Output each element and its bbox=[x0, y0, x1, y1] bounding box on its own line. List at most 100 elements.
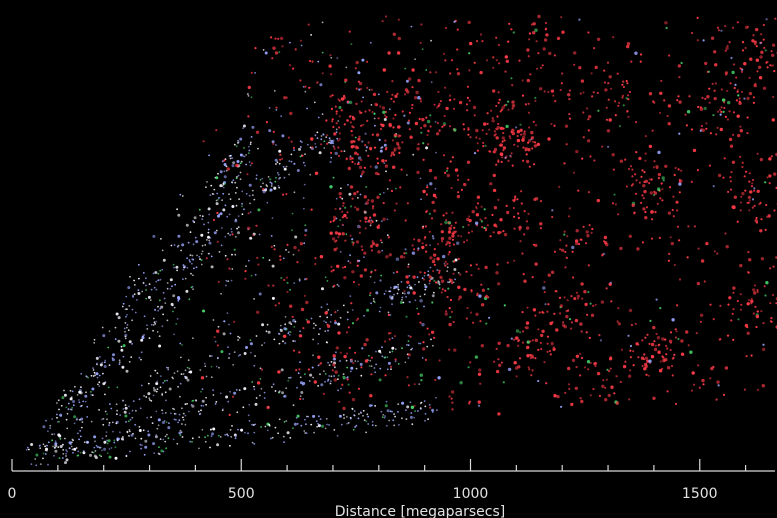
galaxy-point bbox=[159, 375, 162, 377]
galaxy-point bbox=[410, 412, 413, 414]
galaxy-point bbox=[687, 225, 690, 228]
galaxy-point bbox=[302, 398, 305, 400]
galaxy-point bbox=[560, 405, 563, 408]
galaxy-point bbox=[227, 280, 230, 283]
galaxy-point bbox=[483, 208, 486, 211]
galaxy-point bbox=[157, 272, 160, 275]
galaxy-point bbox=[335, 346, 339, 350]
galaxy-point bbox=[245, 163, 248, 166]
galaxy-point bbox=[503, 104, 506, 107]
galaxy-point bbox=[161, 412, 164, 415]
galaxy-point bbox=[564, 250, 567, 254]
galaxy-point bbox=[720, 110, 723, 113]
galaxy-point bbox=[749, 190, 753, 194]
galaxy-point bbox=[341, 197, 344, 200]
galaxy-point bbox=[430, 39, 432, 42]
galaxy-point bbox=[609, 281, 612, 284]
galaxy-point bbox=[453, 98, 456, 101]
galaxy-point bbox=[250, 71, 253, 74]
galaxy-point bbox=[310, 137, 314, 141]
galaxy-point bbox=[370, 302, 372, 305]
galaxy-point bbox=[183, 266, 186, 269]
galaxy-point bbox=[205, 375, 208, 378]
galaxy-point bbox=[617, 104, 620, 107]
galaxy-point bbox=[329, 95, 332, 98]
galaxy-point bbox=[401, 296, 404, 299]
galaxy-point bbox=[114, 338, 117, 340]
galaxy-point bbox=[265, 184, 268, 187]
galaxy-point bbox=[273, 248, 276, 251]
galaxy-point bbox=[420, 23, 423, 26]
galaxy-point bbox=[582, 225, 585, 228]
galaxy-point bbox=[346, 366, 349, 369]
galaxy-point bbox=[310, 423, 313, 426]
galaxy-point bbox=[201, 250, 204, 253]
galaxy-point bbox=[507, 108, 510, 111]
galaxy-point bbox=[99, 356, 101, 358]
galaxy-point bbox=[165, 421, 168, 424]
galaxy-point bbox=[423, 237, 426, 240]
galaxy-point bbox=[411, 107, 414, 110]
galaxy-point bbox=[143, 315, 146, 318]
galaxy-point bbox=[430, 330, 435, 334]
galaxy-point bbox=[70, 396, 73, 399]
galaxy-point bbox=[580, 79, 585, 83]
galaxy-point bbox=[527, 111, 531, 114]
galaxy-point bbox=[530, 23, 534, 26]
galaxy-point bbox=[350, 302, 353, 305]
galaxy-point bbox=[77, 432, 79, 435]
galaxy-point bbox=[334, 311, 337, 314]
galaxy-point bbox=[498, 98, 501, 101]
galaxy-point bbox=[351, 238, 354, 241]
galaxy-point bbox=[375, 363, 377, 366]
galaxy-point bbox=[547, 90, 550, 94]
galaxy-point bbox=[189, 370, 193, 374]
galaxy-point bbox=[182, 416, 184, 419]
galaxy-point bbox=[565, 244, 568, 247]
galaxy-point bbox=[439, 100, 442, 103]
galaxy-point bbox=[330, 156, 333, 159]
galaxy-point bbox=[243, 352, 247, 355]
galaxy-point bbox=[740, 70, 744, 73]
galaxy-point bbox=[477, 404, 481, 407]
galaxy-point bbox=[177, 213, 181, 217]
galaxy-point bbox=[232, 364, 235, 366]
galaxy-point bbox=[69, 397, 73, 401]
galaxy-point bbox=[278, 186, 281, 189]
galaxy-point bbox=[336, 309, 339, 312]
galaxy-point bbox=[234, 192, 237, 194]
galaxy-point bbox=[42, 457, 44, 460]
galaxy-point bbox=[596, 37, 601, 41]
galaxy-point bbox=[447, 253, 450, 256]
galaxy-point bbox=[102, 334, 106, 338]
galaxy-point bbox=[410, 405, 415, 409]
galaxy-point bbox=[128, 429, 131, 431]
galaxy-point bbox=[141, 336, 145, 340]
galaxy-point bbox=[119, 431, 121, 434]
galaxy-point bbox=[68, 447, 71, 450]
galaxy-point bbox=[142, 272, 145, 274]
galaxy-point bbox=[427, 418, 429, 420]
galaxy-point bbox=[298, 147, 301, 151]
galaxy-point bbox=[210, 255, 213, 258]
galaxy-point bbox=[357, 80, 360, 83]
galaxy-point bbox=[317, 355, 321, 359]
galaxy-point bbox=[179, 342, 182, 345]
galaxy-point bbox=[330, 361, 333, 363]
galaxy-point bbox=[448, 278, 451, 281]
galaxy-point bbox=[299, 242, 304, 246]
galaxy-point bbox=[513, 259, 516, 262]
galaxy-point bbox=[391, 80, 394, 83]
galaxy-point bbox=[397, 411, 399, 413]
galaxy-point bbox=[529, 353, 532, 357]
galaxy-point bbox=[626, 42, 631, 46]
galaxy-point bbox=[729, 188, 733, 191]
galaxy-point bbox=[167, 437, 170, 440]
galaxy-point bbox=[206, 181, 208, 183]
galaxy-point bbox=[124, 404, 127, 406]
galaxy-point bbox=[491, 119, 495, 123]
galaxy-point bbox=[614, 114, 617, 117]
galaxy-point bbox=[85, 375, 88, 377]
galaxy-point bbox=[285, 165, 288, 168]
galaxy-point bbox=[102, 417, 105, 420]
